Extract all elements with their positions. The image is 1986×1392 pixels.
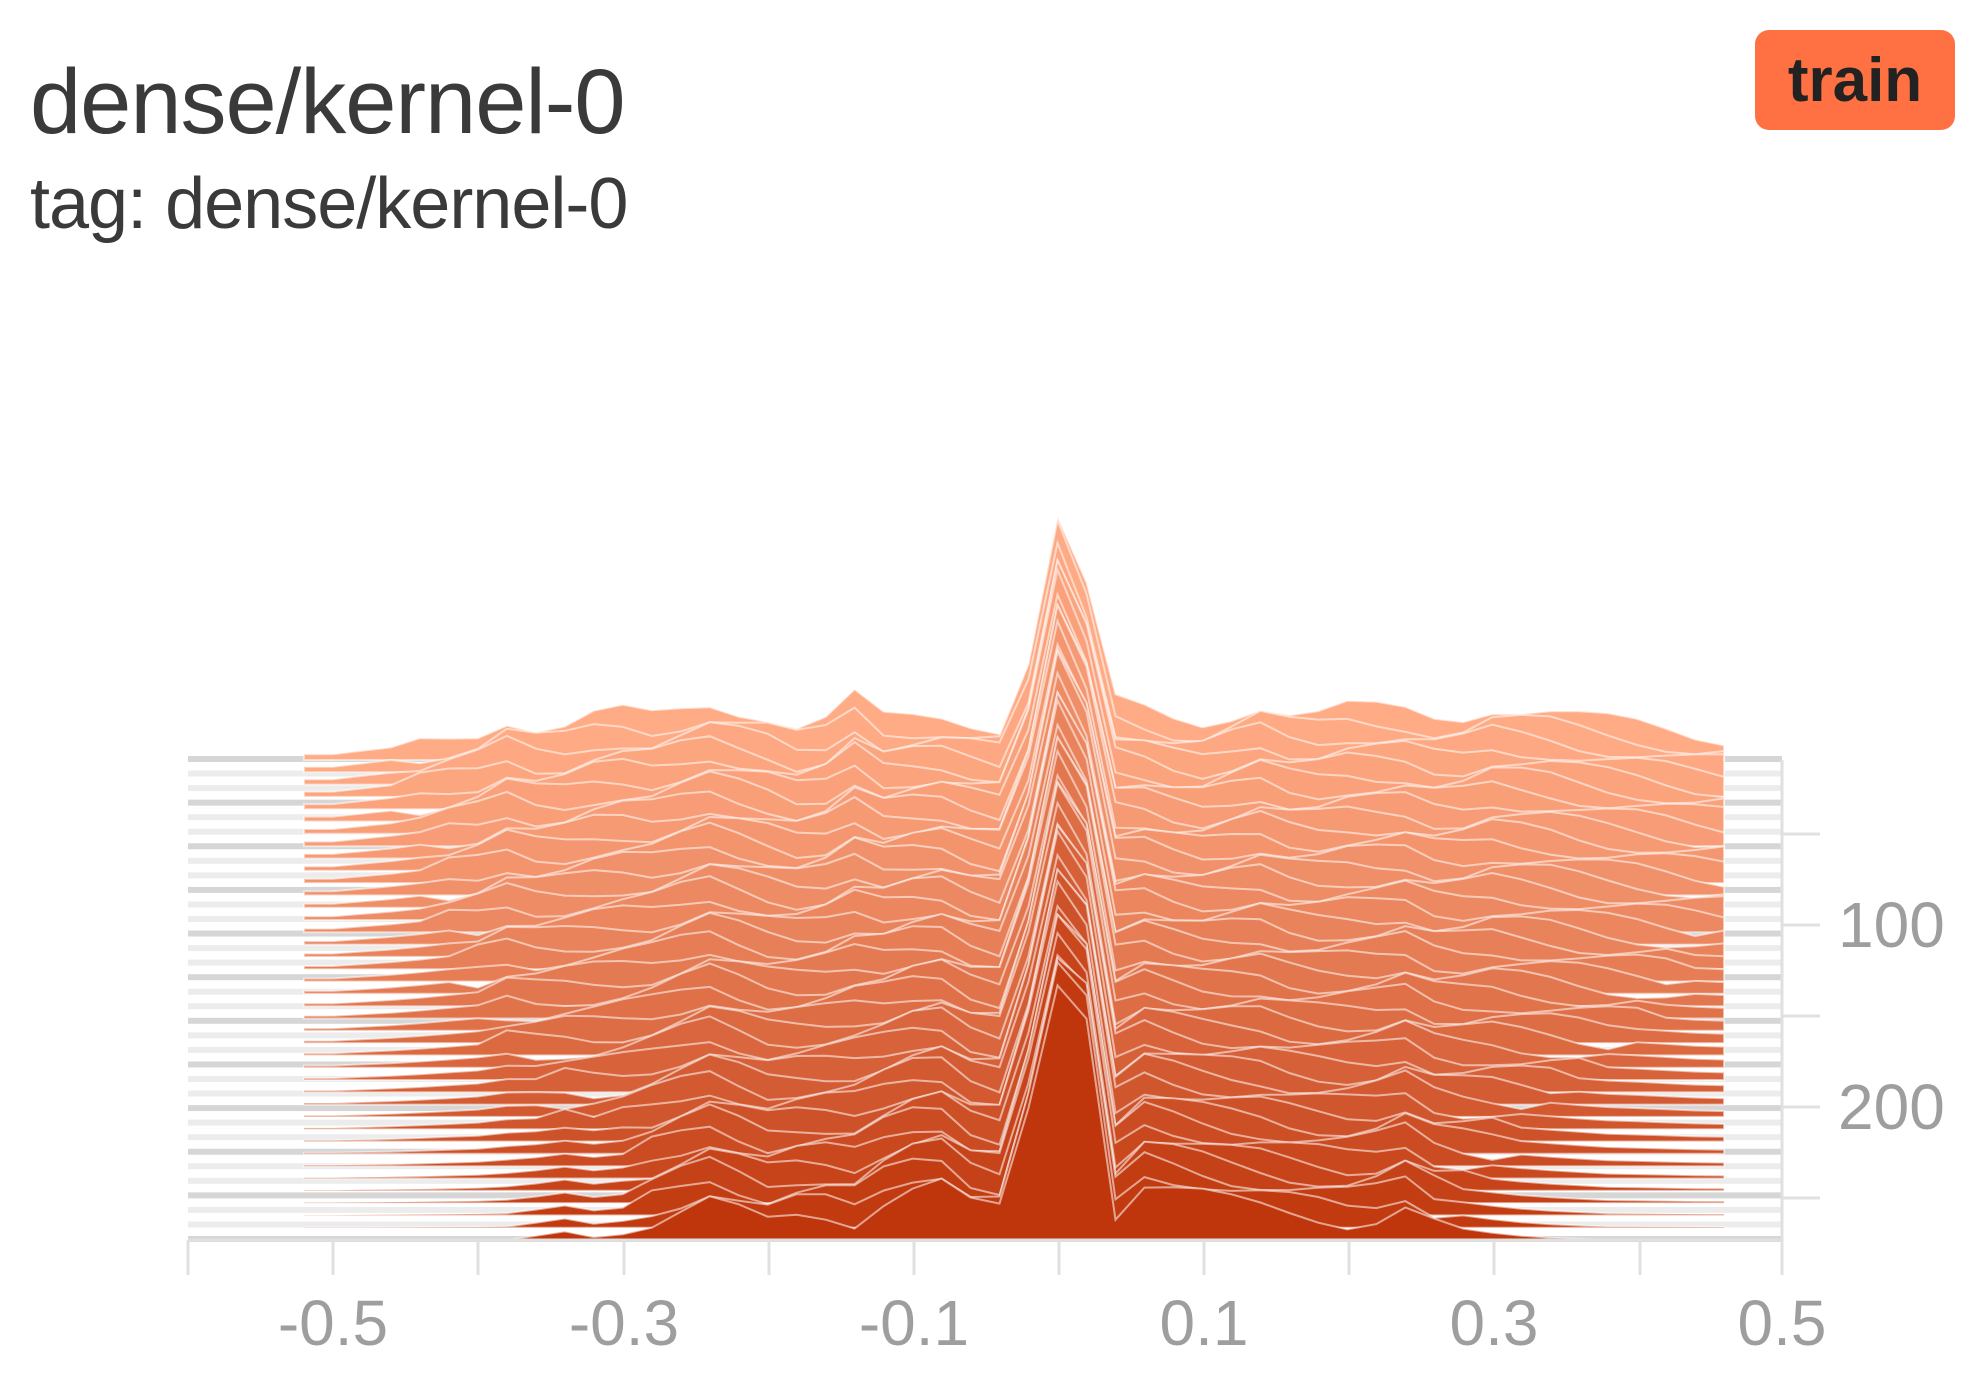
x-tick-label: -0.3 — [569, 1287, 679, 1359]
y-ticks: 100 200 — [1782, 832, 1945, 1200]
run-badge[interactable]: train — [1755, 30, 1955, 130]
histogram-ridges — [303, 513, 1725, 1241]
chart-tag: tag: dense/kernel-0 — [30, 164, 628, 244]
x-tick-label: -0.1 — [859, 1287, 969, 1359]
y-tick-label: 100 — [1838, 889, 1945, 961]
x-tick-label: 0.1 — [1160, 1287, 1249, 1359]
x-tick-label: 0.5 — [1738, 1287, 1827, 1359]
axes — [188, 760, 1784, 1242]
y-tick-label: 200 — [1838, 1071, 1945, 1143]
x-tick-label: -0.5 — [278, 1287, 388, 1359]
histogram-ridge — [304, 983, 1724, 1241]
x-tick-label: 0.3 — [1450, 1287, 1539, 1359]
x-ticks: -0.5 -0.3 -0.1 0.1 0.3 0.5 — [186, 1240, 1827, 1359]
chart-title: dense/kernel-0 — [30, 51, 626, 153]
